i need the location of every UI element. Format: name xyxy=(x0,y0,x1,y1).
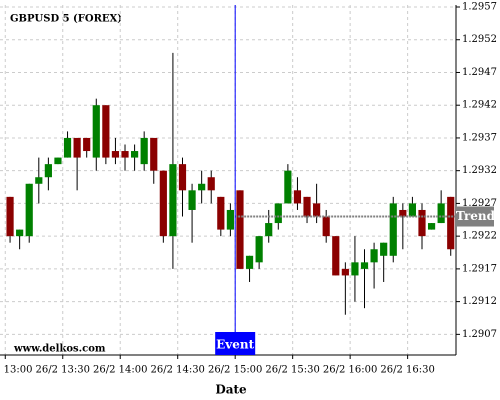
candle-body xyxy=(159,170,167,237)
candle-body xyxy=(274,203,282,224)
y-tick-label: 1.2932 xyxy=(462,165,497,176)
y-tick-label: 1.2942 xyxy=(462,100,497,111)
y-tick-label: 1.2917 xyxy=(462,263,497,274)
candle-body xyxy=(226,209,234,230)
candle-body xyxy=(140,137,148,165)
x-tick-label: 26/2 16:00 xyxy=(323,365,377,376)
candle-body xyxy=(427,223,436,230)
x-tick-label: 26/2 16:30 xyxy=(380,365,434,376)
chart-title: GBPUSD 5 (FOREX) xyxy=(10,14,122,25)
watermark: www.delkos.com xyxy=(13,344,106,355)
candle-body xyxy=(44,164,52,178)
candle-body xyxy=(380,242,388,256)
event-label-box xyxy=(215,332,256,355)
candle-body xyxy=(150,137,158,171)
candle-body xyxy=(360,262,369,269)
candle-body xyxy=(63,137,72,158)
candle-body xyxy=(35,177,43,184)
candle-body xyxy=(54,157,62,165)
x-tick-label: 26/2 13:30 xyxy=(36,365,90,376)
candle-body xyxy=(447,196,455,250)
candle-body xyxy=(111,151,120,158)
candle-body xyxy=(207,177,215,191)
candle-body xyxy=(399,209,407,217)
y-tick-label: 1.2927 xyxy=(462,198,497,209)
y-tick-label: 1.2912 xyxy=(462,296,497,307)
candle-body xyxy=(236,190,244,269)
candle-body xyxy=(83,137,91,152)
candle-body xyxy=(437,203,445,224)
x-tick-label: 26/2 14:00 xyxy=(93,365,147,376)
candle-body xyxy=(418,209,426,237)
candle-body xyxy=(102,105,110,158)
candle-body xyxy=(332,236,340,276)
y-tick-label: 1.2952 xyxy=(462,34,497,45)
y-tick-label: 1.2957 xyxy=(462,2,497,13)
candle-body xyxy=(370,249,378,263)
candle-body xyxy=(169,164,177,237)
y-tick-label: 1.2907 xyxy=(462,329,497,340)
candle-body xyxy=(121,151,129,158)
candle-body xyxy=(178,164,187,191)
x-tick-label: 26/2 15:00 xyxy=(208,365,262,376)
candle-body xyxy=(265,223,273,237)
candle-body xyxy=(322,216,330,237)
candle-body xyxy=(198,183,206,191)
candle-body xyxy=(255,236,263,263)
candle-body xyxy=(25,183,33,237)
x-tick-label: 26/2 14:30 xyxy=(150,365,204,376)
x-tick-label: 26/2 15:30 xyxy=(265,365,319,376)
y-tick-label: 1.2937 xyxy=(462,132,497,143)
candle-body xyxy=(351,262,359,276)
candle-body xyxy=(303,196,311,217)
event-label: Event xyxy=(216,338,254,352)
candle-body xyxy=(389,203,397,256)
candle-body xyxy=(245,255,254,269)
trend-label-box xyxy=(457,206,494,227)
candle-body xyxy=(217,196,225,230)
y-tick-label: 1.2947 xyxy=(462,67,497,78)
plot-area xyxy=(0,5,456,355)
candle-body xyxy=(188,190,196,210)
candle-body xyxy=(313,203,321,217)
y-tick-label: 1.2922 xyxy=(462,231,497,242)
candle-body xyxy=(92,105,100,158)
candle-body xyxy=(6,196,14,237)
candle-body xyxy=(73,137,81,158)
trend-label: Trend xyxy=(456,209,496,223)
candle-body xyxy=(408,203,417,217)
x-axis-label: Date xyxy=(215,383,247,397)
candle-body xyxy=(16,229,24,237)
candle-body xyxy=(131,151,139,158)
candle-body xyxy=(341,268,349,276)
x-tick-label: 26/2 13:00 xyxy=(0,365,32,376)
candle-body xyxy=(293,190,302,204)
candle-body xyxy=(284,170,292,204)
